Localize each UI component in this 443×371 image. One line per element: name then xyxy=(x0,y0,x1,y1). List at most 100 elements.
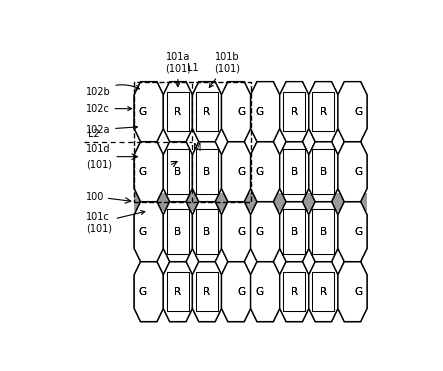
Polygon shape xyxy=(134,202,163,262)
Polygon shape xyxy=(338,262,367,322)
Text: G: G xyxy=(354,167,362,177)
Polygon shape xyxy=(134,82,163,142)
Text: G: G xyxy=(255,287,264,297)
Bar xyxy=(283,272,305,311)
Bar xyxy=(134,198,367,205)
Bar xyxy=(312,272,334,311)
Bar xyxy=(196,92,218,131)
Bar xyxy=(167,149,189,194)
Text: 101b
(101): 101b (101) xyxy=(210,52,240,88)
Polygon shape xyxy=(251,262,280,322)
Bar xyxy=(134,193,367,211)
Polygon shape xyxy=(251,202,280,262)
Text: B: B xyxy=(291,227,298,237)
Text: B: B xyxy=(174,167,182,177)
Polygon shape xyxy=(192,262,222,322)
Polygon shape xyxy=(309,142,338,202)
Bar xyxy=(283,272,305,311)
Polygon shape xyxy=(163,262,192,322)
Text: B: B xyxy=(174,227,182,237)
Text: R: R xyxy=(291,106,298,116)
Text: B: B xyxy=(320,227,327,237)
Polygon shape xyxy=(134,202,163,262)
Bar xyxy=(196,272,218,311)
Polygon shape xyxy=(134,142,163,202)
Text: L1: L1 xyxy=(187,63,198,73)
Bar xyxy=(196,149,218,194)
Polygon shape xyxy=(222,142,251,202)
Polygon shape xyxy=(222,82,251,142)
Text: G: G xyxy=(238,106,246,116)
Text: G: G xyxy=(354,227,362,237)
Text: L2: L2 xyxy=(89,129,100,139)
Text: B: B xyxy=(291,167,298,177)
Bar xyxy=(283,209,305,255)
Text: G: G xyxy=(255,167,264,177)
Polygon shape xyxy=(251,82,280,142)
Polygon shape xyxy=(163,202,192,262)
Text: G: G xyxy=(238,167,246,177)
Bar xyxy=(196,209,218,255)
Text: R: R xyxy=(203,106,210,116)
Text: G: G xyxy=(238,287,246,297)
Polygon shape xyxy=(222,202,251,262)
Polygon shape xyxy=(222,82,251,142)
Text: G: G xyxy=(238,167,246,177)
Text: G: G xyxy=(255,227,264,237)
Text: R: R xyxy=(203,287,210,297)
Text: B: B xyxy=(174,227,182,237)
Polygon shape xyxy=(309,202,338,262)
Polygon shape xyxy=(280,82,309,142)
Text: R: R xyxy=(174,287,182,297)
Text: G: G xyxy=(255,106,264,116)
Polygon shape xyxy=(163,202,192,262)
Text: M: M xyxy=(193,142,202,152)
Polygon shape xyxy=(338,202,367,262)
Polygon shape xyxy=(192,142,222,202)
Polygon shape xyxy=(280,202,309,262)
Text: B: B xyxy=(320,167,327,177)
Text: 101d: 101d xyxy=(85,144,110,154)
Text: B: B xyxy=(203,227,210,237)
Polygon shape xyxy=(222,202,251,262)
Polygon shape xyxy=(192,142,222,202)
Text: G: G xyxy=(255,287,264,297)
Polygon shape xyxy=(251,262,280,322)
Polygon shape xyxy=(134,82,163,142)
Text: R: R xyxy=(320,106,327,116)
Bar xyxy=(283,92,305,131)
Polygon shape xyxy=(222,262,251,322)
Polygon shape xyxy=(192,82,222,142)
Polygon shape xyxy=(163,82,192,142)
Text: R: R xyxy=(291,106,298,116)
Text: B: B xyxy=(320,167,327,177)
Polygon shape xyxy=(134,262,163,322)
Bar xyxy=(196,209,218,255)
Text: G: G xyxy=(139,287,147,297)
Text: B: B xyxy=(203,167,210,177)
Polygon shape xyxy=(280,82,309,142)
Text: B: B xyxy=(320,227,327,237)
Polygon shape xyxy=(338,142,367,202)
Text: B: B xyxy=(174,167,182,177)
Text: G: G xyxy=(238,227,246,237)
Bar xyxy=(167,209,189,255)
Polygon shape xyxy=(134,142,163,202)
Polygon shape xyxy=(251,82,280,142)
Text: R: R xyxy=(203,106,210,116)
Text: G: G xyxy=(139,227,147,237)
Bar xyxy=(283,209,305,255)
Polygon shape xyxy=(134,262,163,322)
Polygon shape xyxy=(192,202,222,262)
Text: R: R xyxy=(203,287,210,297)
Bar xyxy=(167,209,189,255)
Polygon shape xyxy=(309,142,338,202)
Bar xyxy=(167,92,189,131)
Polygon shape xyxy=(309,82,338,142)
Polygon shape xyxy=(280,142,309,202)
Polygon shape xyxy=(309,202,338,262)
Text: R: R xyxy=(174,106,182,116)
Text: R: R xyxy=(291,287,298,297)
Text: G: G xyxy=(354,106,362,116)
Text: B: B xyxy=(203,167,210,177)
